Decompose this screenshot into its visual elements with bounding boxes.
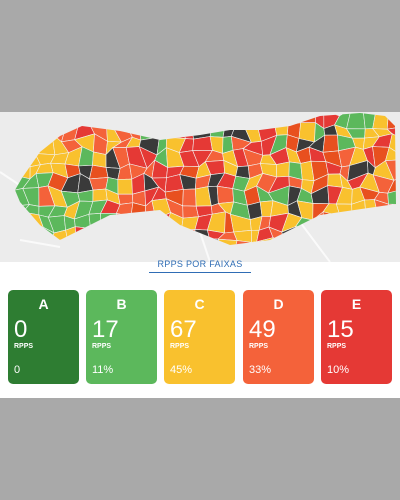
card-letter: E: [351, 296, 362, 312]
card-letter: C: [194, 296, 205, 312]
municipality: [92, 151, 107, 168]
municipality: [387, 187, 396, 205]
card-unit: RPPS: [327, 343, 347, 350]
card-share: 0: [14, 364, 21, 376]
card-letter: A: [38, 296, 49, 312]
category-card: A 0 RPPS 0: [8, 290, 79, 384]
municipality: [182, 205, 199, 219]
card-unit: RPPS: [92, 343, 112, 350]
municipality: [385, 159, 396, 181]
card-letter: D: [273, 296, 284, 312]
map-road: [0, 171, 331, 262]
category-card: C 67 RPPS 45%: [164, 290, 235, 384]
card-share: 33%: [249, 364, 272, 376]
card-count: 0: [14, 316, 28, 343]
card-unit: RPPS: [14, 343, 34, 350]
municipality: [192, 136, 213, 151]
card-count: 17: [92, 316, 119, 343]
municipality: [89, 164, 109, 180]
municipality: [388, 133, 396, 156]
card-letter: B: [116, 296, 127, 312]
card-count: 49: [249, 316, 276, 343]
municipality: [216, 185, 234, 204]
municipality: [117, 178, 133, 195]
card-unit: RPPS: [249, 343, 269, 350]
category-card: E 15 RPPS 10%: [321, 290, 392, 384]
card-share: 10%: [327, 364, 350, 376]
municipality: [322, 134, 339, 153]
section-title: RPPS POR FAIXAS: [0, 259, 400, 273]
card-count: 67: [170, 316, 197, 343]
card-share: 11%: [92, 364, 114, 376]
section-title-text: RPPS POR FAIXAS: [149, 259, 251, 273]
category-card: B 17 RPPS 11%: [86, 290, 157, 384]
map: [0, 112, 400, 262]
municipality: [92, 188, 108, 202]
municipality: [276, 161, 290, 178]
dashboard-panel: RPPS POR FAIXAS A 0 RPPS 0 B 17 RPPS 11% C 67 RPPS…: [0, 112, 400, 398]
municipality: [89, 177, 109, 191]
municipality: [182, 188, 197, 207]
municipality: [385, 146, 396, 162]
card-count: 15: [327, 316, 354, 343]
card-unit: RPPS: [170, 343, 190, 350]
card-share: 45%: [170, 364, 193, 376]
category-card: D 49 RPPS 33%: [243, 290, 314, 384]
municipality: [387, 174, 396, 194]
